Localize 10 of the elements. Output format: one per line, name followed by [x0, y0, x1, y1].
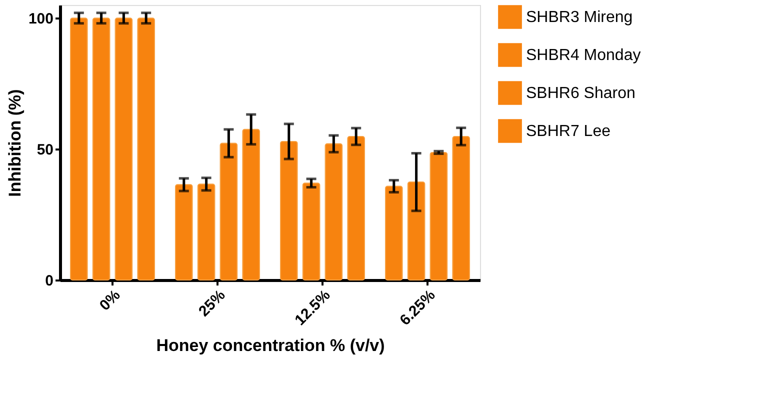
y-tick-label: 0 [45, 272, 54, 290]
x-axis-title: Honey concentration % (v/v) [156, 336, 385, 356]
y-tick-label: 100 [28, 10, 54, 28]
legend-label: SBHR6 Sharon [526, 85, 636, 102]
legend-label: SBHR7 Lee [526, 123, 611, 140]
y-axis-title: Inhibition (%) [5, 89, 24, 197]
y-tick-label: 50 [36, 142, 54, 159]
legend-label: SHBR4 Monday [526, 47, 641, 64]
x-tick-label: 0% [96, 286, 124, 314]
legend-label: SHBR3 Mireng [526, 9, 633, 26]
